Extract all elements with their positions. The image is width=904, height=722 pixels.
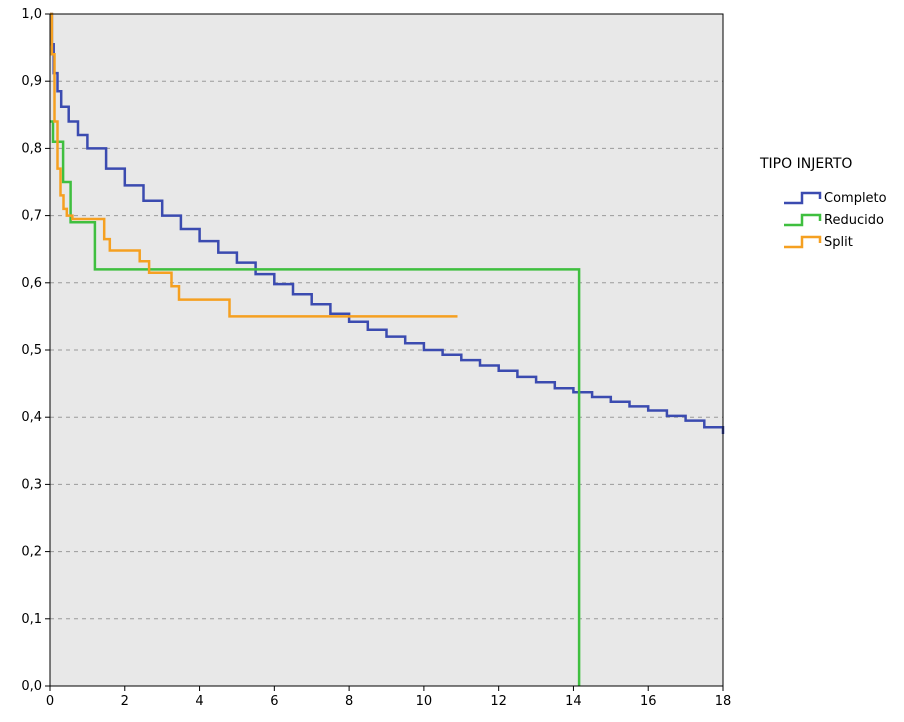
y-tick-label: 0,4 — [21, 410, 42, 425]
legend-swatch-completo — [784, 191, 822, 205]
x-tick-label: 2 — [121, 694, 129, 709]
legend-title: TIPO INJERTO — [759, 156, 852, 172]
legend-label-completo: Completo — [824, 191, 887, 206]
y-tick-label: 0,7 — [21, 209, 42, 224]
y-tick-label: 1,0 — [21, 7, 42, 22]
x-tick-label: 0 — [46, 694, 54, 709]
x-tick-label: 12 — [490, 694, 507, 709]
y-tick-label: 0,3 — [21, 477, 42, 492]
grid-lines — [50, 80, 723, 620]
legend: TIPO INJERTO Completo Reducido Split — [759, 156, 887, 250]
y-tick-label: 0,2 — [21, 545, 42, 560]
legend-label-split: Split — [824, 235, 853, 250]
y-tick-label: 0,0 — [21, 679, 42, 694]
y-tick-label: 0,8 — [21, 141, 42, 156]
y-tick-label: 0,5 — [21, 343, 42, 358]
x-tick-label: 4 — [195, 694, 203, 709]
legend-label-reducido: Reducido — [824, 213, 884, 228]
y-tick-label: 0,1 — [21, 612, 42, 627]
legend-swatch-split — [784, 235, 822, 249]
x-axis: 0 2 4 6 8 10 12 14 16 18 — [46, 686, 731, 709]
legend-swatch-reducido — [784, 213, 822, 227]
series-line-completo — [50, 12, 725, 434]
y-tick-label: 0,6 — [21, 276, 42, 291]
series-line-split — [50, 12, 458, 318]
x-tick-label: 6 — [270, 694, 278, 709]
x-tick-label: 14 — [565, 694, 582, 709]
y-tick-label: 0,9 — [21, 74, 42, 89]
x-tick-label: 10 — [416, 694, 433, 709]
x-tick-label: 18 — [715, 694, 732, 709]
y-axis: 0,0 0,1 0,2 0,3 0,4 0,5 0,6 0,7 0,8 0,9 1,0 — [21, 7, 50, 694]
x-tick-label: 8 — [345, 694, 353, 709]
x-tick-label: 16 — [640, 694, 657, 709]
series-line-reducido — [50, 120, 581, 686]
series-group — [50, 12, 725, 686]
legend-items: Completo Reducido Split — [784, 191, 887, 250]
